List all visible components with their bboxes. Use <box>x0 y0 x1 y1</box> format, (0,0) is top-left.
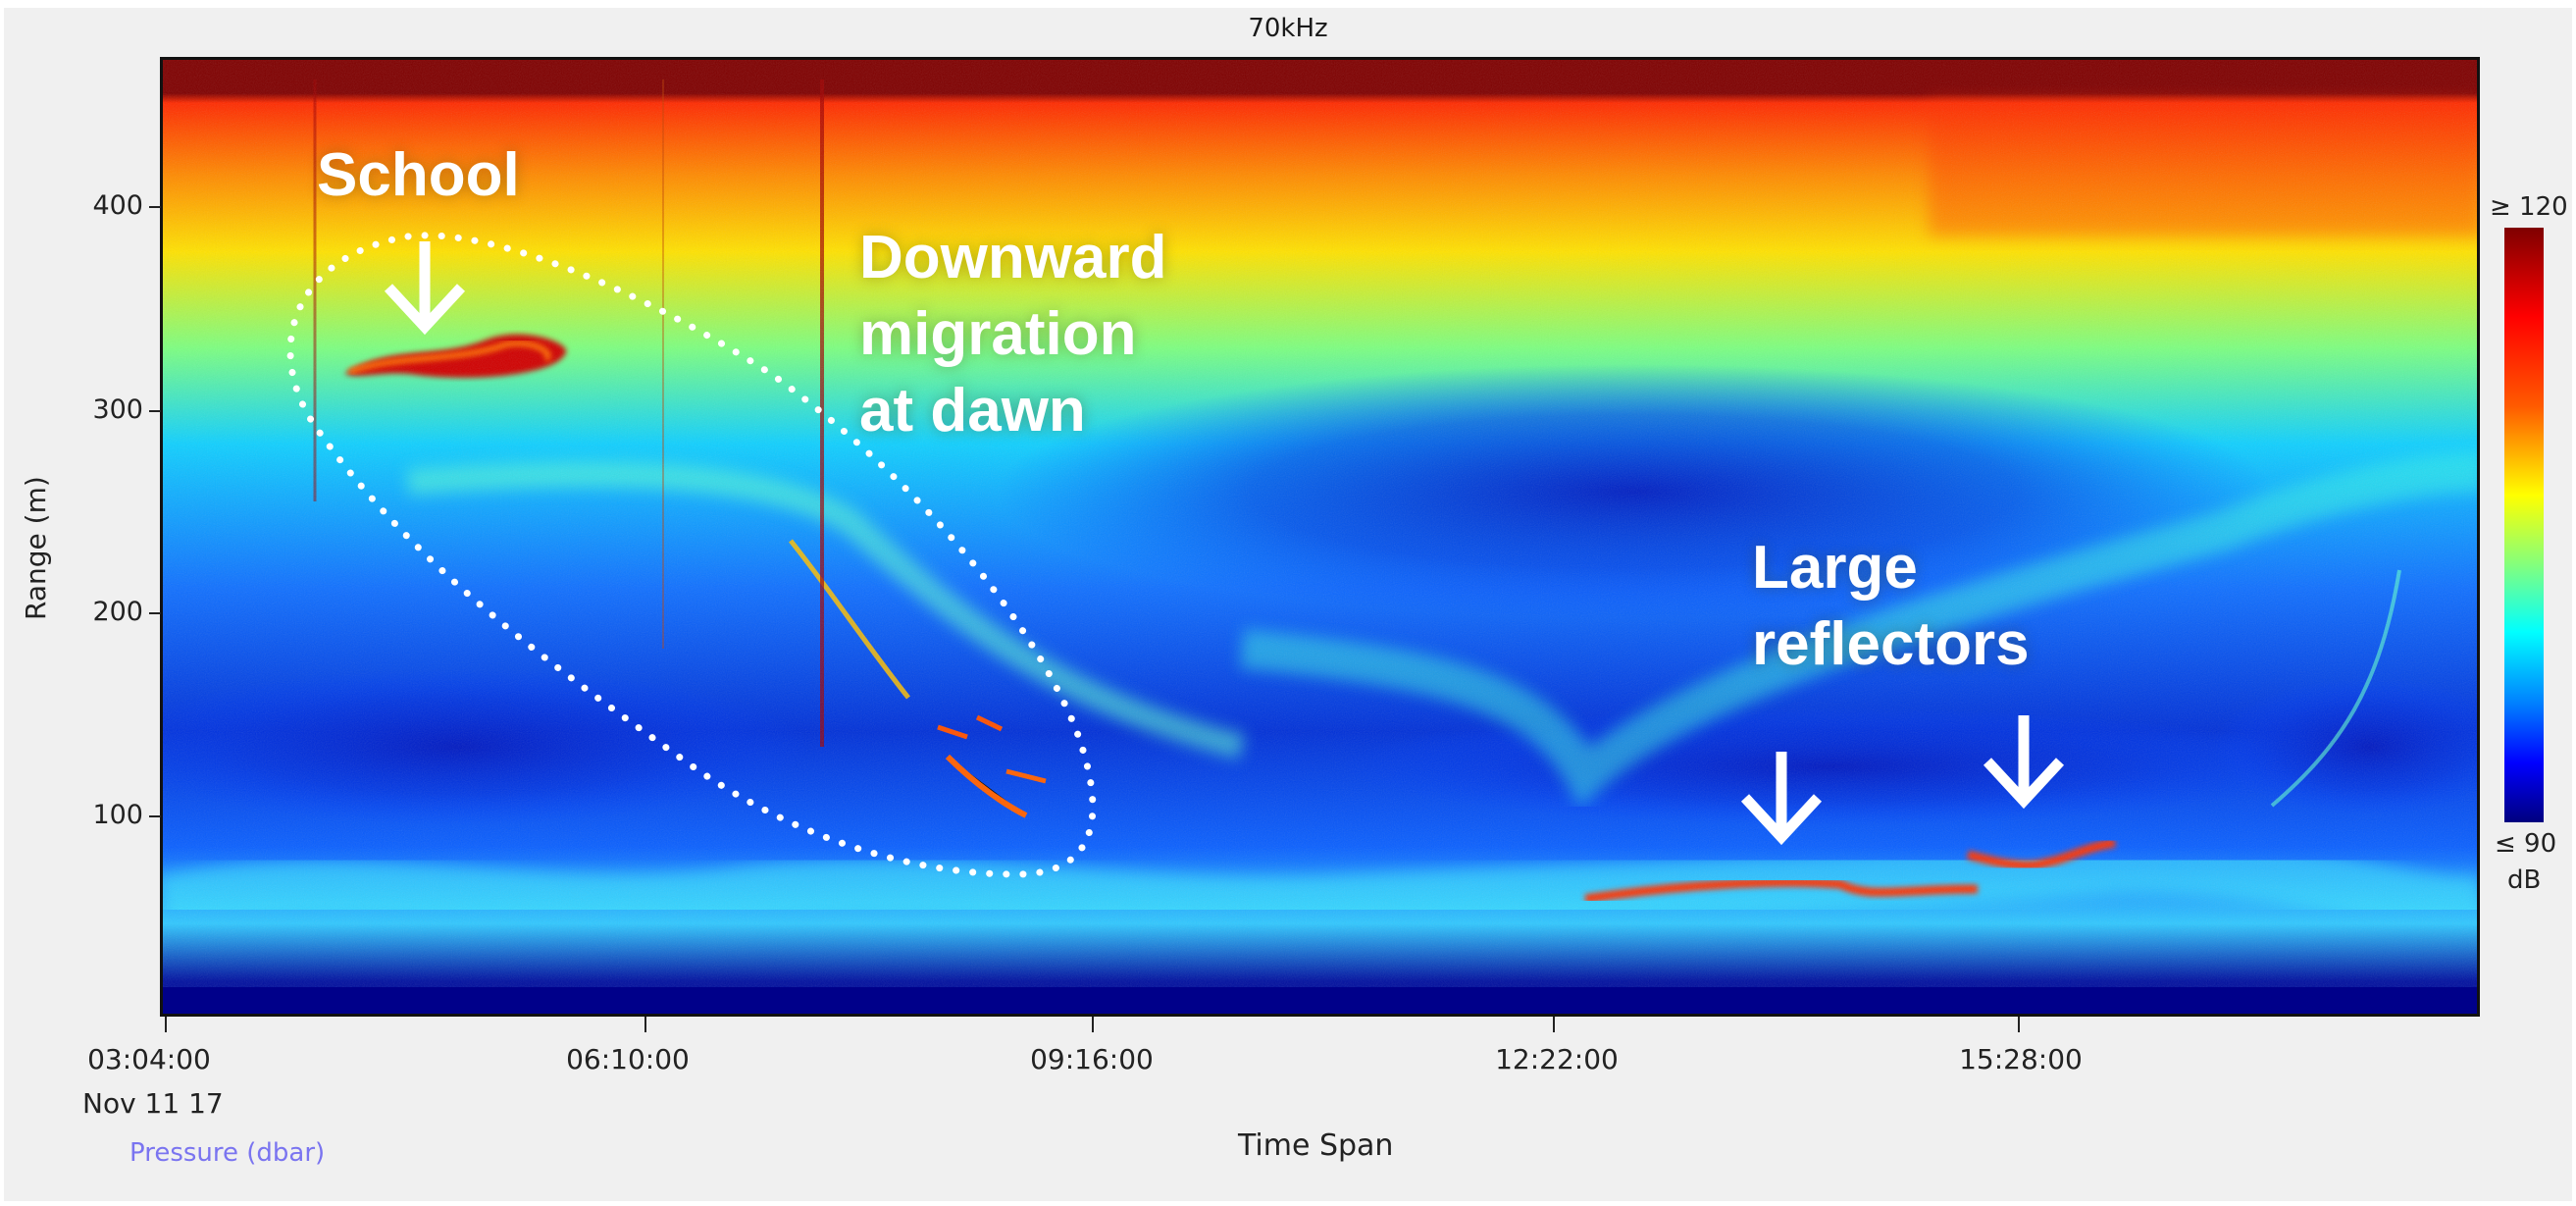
annotation-downward-line2: migration <box>859 300 1137 368</box>
colorbar <box>2504 228 2544 822</box>
pressure-legend-link[interactable]: Pressure (dbar) <box>129 1138 326 1168</box>
annotation-downward-line1: Downward <box>859 224 1167 291</box>
ytick-400: 400 <box>92 190 143 221</box>
ytick-mark-100 <box>149 815 161 817</box>
annotation-downward-line3: at dawn <box>859 377 1086 445</box>
reflector-arrow-icon-2 <box>1983 715 2065 810</box>
ytick-mark-400 <box>149 206 161 208</box>
ytick-100: 100 <box>92 800 143 830</box>
xtick-label-4: 12:22:00 <box>1495 1043 1619 1075</box>
xtick-mark-5 <box>2018 1017 2020 1032</box>
ytick-300: 300 <box>92 394 143 425</box>
start-date-label: Nov 11 17 <box>82 1087 224 1120</box>
reflector-arrow-icon-1 <box>1740 752 1823 846</box>
xtick-mark-1 <box>165 1017 167 1032</box>
colorbar-unit-label: dB <box>2507 865 2542 895</box>
annotation-large-line1: Large <box>1752 534 1918 602</box>
colorbar-min-label: ≤ 90 <box>2495 829 2557 859</box>
xtick-mark-2 <box>644 1017 646 1032</box>
annotation-school: School <box>317 141 520 209</box>
school-arrow-icon <box>384 241 466 336</box>
annotation-large-line2: reflectors <box>1752 610 2030 678</box>
colorbar-max-label: ≥ 120 <box>2490 192 2568 222</box>
xtick-mark-3 <box>1092 1017 1094 1032</box>
xtick-mark-4 <box>1553 1017 1555 1032</box>
chart-title: 70kHz <box>1248 14 1328 43</box>
ytick-200: 200 <box>92 597 143 627</box>
xtick-label-2: 06:10:00 <box>566 1043 690 1075</box>
echogram-plot[interactable] <box>160 57 2480 1017</box>
xtick-label-3: 09:16:00 <box>1030 1043 1154 1075</box>
ytick-mark-200 <box>149 612 161 614</box>
xtick-label-1: 03:04:00 <box>87 1043 211 1075</box>
xtick-label-5: 15:28:00 <box>1959 1043 2083 1075</box>
y-axis-label: Range (m) <box>20 476 52 620</box>
x-axis-label: Time Span <box>1238 1128 1394 1163</box>
ytick-mark-300 <box>149 410 161 412</box>
echogram-image <box>163 60 2477 1014</box>
